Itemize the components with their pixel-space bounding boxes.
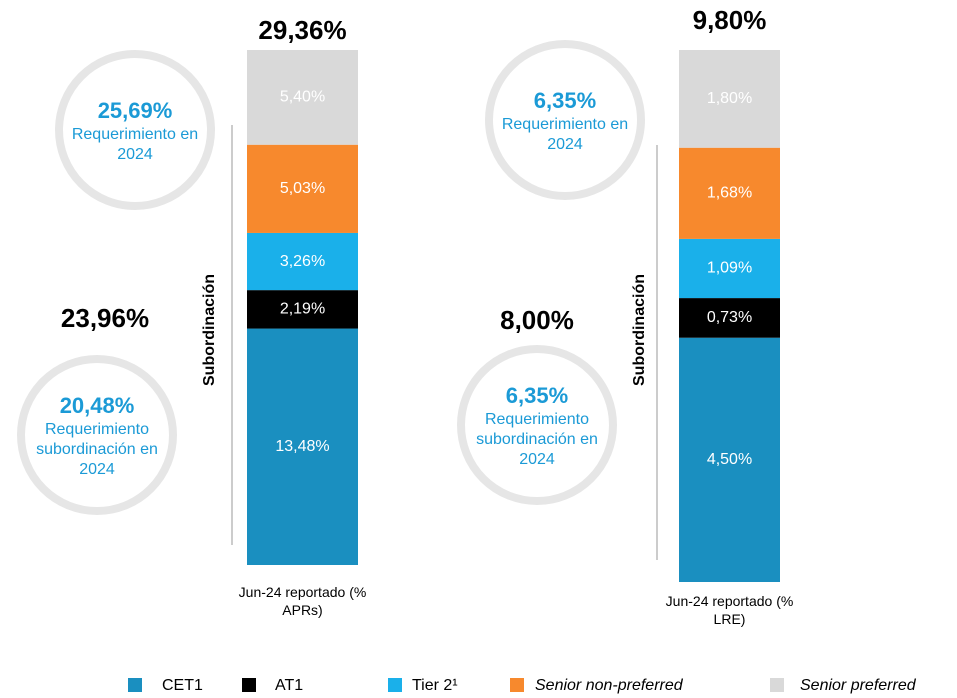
legend-swatch — [770, 678, 784, 692]
bar-segment — [679, 337, 780, 582]
total-label: 9,80% — [693, 5, 767, 35]
total-label: 29,36% — [258, 15, 346, 45]
bar-segment — [247, 290, 358, 329]
legend-label: Senior preferred — [800, 677, 917, 694]
bar-segment — [679, 238, 780, 299]
bar-segment — [247, 232, 358, 291]
requirement-text: Requerimiento en 2024 — [501, 116, 629, 153]
value-label: 5,03% — [280, 180, 325, 197]
subordination-label: Subordinación — [631, 274, 648, 386]
value-label: 1,80% — [707, 90, 752, 107]
requirement-text: Requerimiento en 2024 — [71, 126, 199, 163]
bar-segment — [679, 50, 780, 148]
legend-swatch — [242, 678, 256, 692]
value-label: 1,68% — [707, 185, 752, 202]
bar-segment — [247, 144, 358, 233]
requirement-value: 20,48% — [59, 393, 135, 418]
value-label: 0,73% — [707, 309, 752, 326]
x-tick-label: Jun-24 reportado (% LRE) — [665, 593, 794, 628]
requirement-circle — [55, 50, 215, 210]
legend-label: Tier 2¹ — [412, 677, 458, 694]
legend-label: AT1 — [275, 677, 303, 694]
legend-swatch — [510, 678, 524, 692]
requirement-value: 6,35% — [505, 383, 569, 408]
requirement-circle — [17, 355, 177, 515]
value-label: 5,40% — [280, 89, 325, 106]
value-label: 4,50% — [707, 451, 752, 468]
legend-swatch — [128, 678, 142, 692]
bar-segment — [679, 298, 780, 338]
value-label: 13,48% — [275, 438, 329, 455]
x-tick-label: Jun-24 reportado (% APRs) — [238, 584, 367, 619]
requirement-circle — [485, 40, 645, 200]
bar-segment — [679, 147, 780, 239]
bar-segment — [247, 50, 358, 145]
legend-swatch — [388, 678, 402, 692]
subordination-total: 23,96% — [61, 303, 149, 333]
requirement-circle — [457, 345, 617, 505]
bar-segment — [247, 328, 358, 565]
value-label: 1,09% — [707, 260, 752, 277]
legend-label: CET1 — [162, 677, 203, 694]
requirement-value: 25,69% — [97, 98, 173, 123]
value-label: 2,19% — [280, 301, 325, 318]
legend-label: Senior non-preferred — [535, 677, 684, 694]
requirement-value: 6,35% — [533, 88, 597, 113]
subordination-total: 8,00% — [500, 305, 574, 335]
requirement-text: Requerimiento subordinación en 2024 — [476, 411, 598, 468]
value-label: 3,26% — [280, 253, 325, 270]
subordination-label: Subordinación — [201, 274, 218, 386]
requirement-text: Requerimiento subordinación en 2024 — [36, 421, 158, 478]
